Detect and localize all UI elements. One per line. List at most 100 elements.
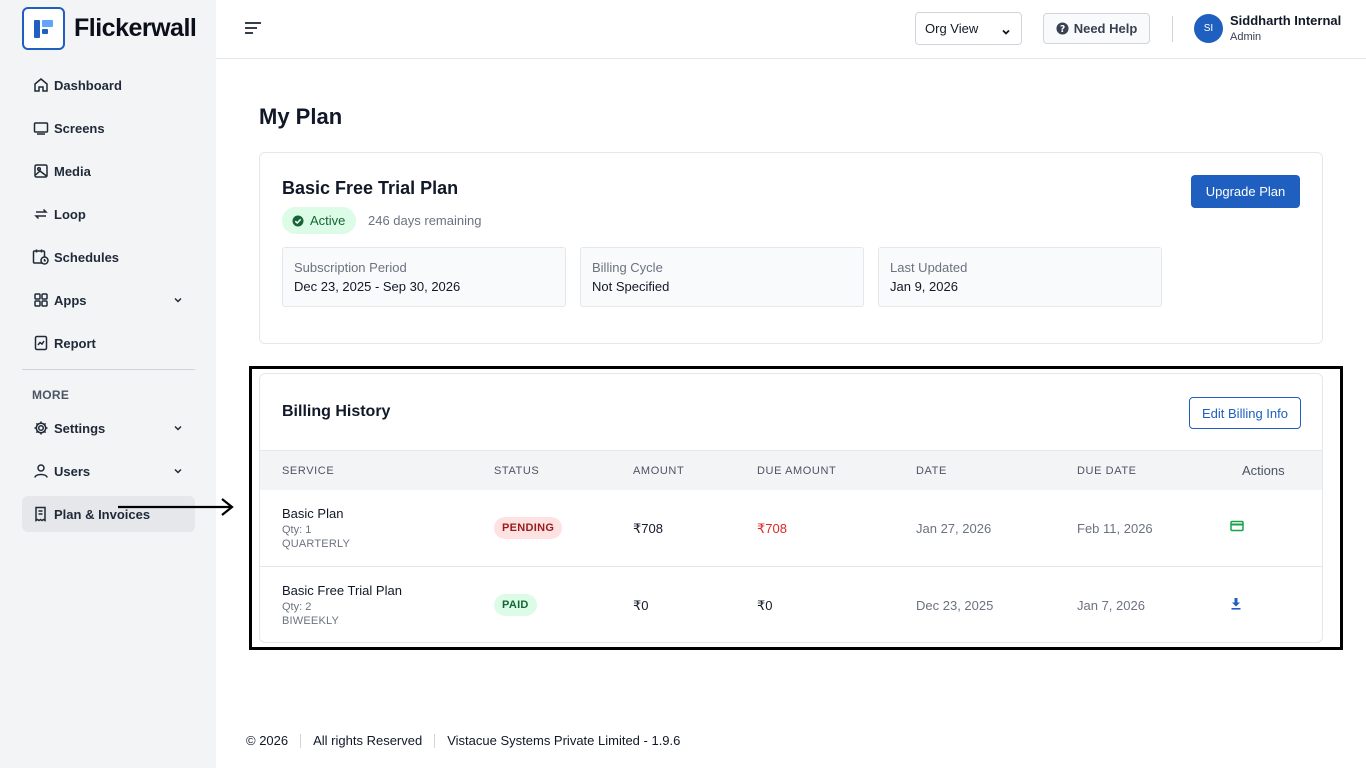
sidebar-item-label: Loop <box>54 206 86 222</box>
status-cell: PENDING <box>494 517 563 539</box>
page-title: My Plan <box>259 104 343 129</box>
info-subscription-period: Subscription Period Dec 23, 2025 - Sep 3… <box>282 247 566 307</box>
image-icon <box>32 162 50 180</box>
amount-cell: ₹0 <box>633 598 649 613</box>
user-name[interactable]: Siddharth Internal <box>1230 13 1342 28</box>
info-label: Last Updated <box>890 260 968 275</box>
plan-name: Basic Free Trial Plan <box>282 178 459 198</box>
sidebar-item-label: Schedules <box>54 249 120 265</box>
column-header-status: STATUS <box>494 465 540 477</box>
sidebar-item-label: Report <box>54 335 96 351</box>
brand-name: Flickerwall <box>74 14 197 42</box>
org-view-label: Org View <box>925 21 979 36</box>
actions-cell <box>1230 597 1242 613</box>
info-value: Not Specified <box>592 279 670 294</box>
table-header: SERVICE STATUS AMOUNT DUE AMOUNT DATE DU… <box>260 450 1322 490</box>
avatar[interactable]: SI <box>1194 14 1223 43</box>
footer: © 2026 All rights Reserved Vistacue Syst… <box>246 733 680 748</box>
sidebar-item-label: Users <box>54 463 91 479</box>
upgrade-plan-button[interactable]: Upgrade Plan <box>1191 175 1300 208</box>
info-billing-cycle: Billing Cycle Not Specified <box>580 247 864 307</box>
chevron-down-icon <box>173 293 183 308</box>
header-divider <box>1172 16 1173 42</box>
sidebar-item-apps[interactable]: Apps <box>22 282 195 318</box>
check-circle-icon <box>292 215 304 227</box>
sidebar-item-loop[interactable]: Loop <box>22 196 195 232</box>
org-view-select[interactable]: Org View <box>915 12 1022 45</box>
screen-icon <box>32 119 50 137</box>
status-cell: PAID <box>494 594 537 616</box>
amount-cell: ₹708 <box>633 521 663 536</box>
flickerwall-logo-icon <box>22 7 65 50</box>
billing-history-title: Billing History <box>282 403 391 420</box>
sidebar-item-label: Plan & Invoices <box>54 506 151 522</box>
status-badge: PAID <box>494 594 537 616</box>
gear-icon <box>32 419 50 437</box>
plan-card: Basic Free Trial Plan Active 246 days re… <box>259 152 1323 344</box>
apps-grid-icon <box>32 291 50 309</box>
user-role: Admin <box>1230 31 1262 43</box>
sidebar-item-media[interactable]: Media <box>22 153 195 189</box>
info-label: Subscription Period <box>294 260 407 275</box>
svg-text:?: ? <box>1060 24 1065 35</box>
sidebar: Flickerwall Dashboard Screens Media Loop <box>0 0 216 768</box>
sidebar-item-label: Media <box>54 163 91 179</box>
column-header-service: SERVICE <box>282 465 335 477</box>
sidebar-item-label: Screens <box>54 120 105 136</box>
info-last-updated: Last Updated Jan 9, 2026 <box>878 247 1162 307</box>
sidebar-item-screens[interactable]: Screens <box>22 110 195 146</box>
column-header-actions: Actions <box>1242 463 1285 478</box>
status-badge: Active <box>282 207 357 234</box>
sidebar-item-users[interactable]: Users <box>22 453 195 489</box>
column-header-due-amount: DUE AMOUNT <box>757 465 837 477</box>
footer-divider <box>434 733 436 748</box>
column-header-date: DATE <box>916 465 947 477</box>
user-icon <box>32 462 50 480</box>
chevron-down-icon <box>173 464 183 479</box>
sidebar-item-dashboard[interactable]: Dashboard <box>22 67 195 103</box>
sidebar-item-schedules[interactable]: Schedules <box>22 239 195 275</box>
due-date-cell: Jan 7, 2026 <box>1077 598 1145 613</box>
due-amount-cell: ₹708 <box>757 521 787 536</box>
sidebar-nav: Dashboard Screens Media Loop Schedules <box>22 67 195 539</box>
column-header-due-date: DUE DATE <box>1077 465 1137 477</box>
date-cell: Jan 27, 2026 <box>916 521 992 536</box>
sidebar-item-report[interactable]: Report <box>22 325 195 361</box>
footer-company: Vistacue Systems Private Limited - 1.9.6 <box>447 733 681 748</box>
question-circle-icon: ? <box>1056 22 1069 35</box>
need-help-label: Need Help <box>1073 21 1138 36</box>
days-remaining: 246 days remaining <box>368 213 482 228</box>
footer-copyright: © 2026 <box>246 733 289 748</box>
due-amount-cell: ₹0 <box>757 598 773 613</box>
service-name: Basic Plan <box>282 506 344 521</box>
column-header-amount: AMOUNT <box>633 465 685 477</box>
edit-billing-info-button[interactable]: Edit Billing Info <box>1189 397 1301 429</box>
chevron-down-icon <box>173 421 183 436</box>
home-icon <box>32 76 50 94</box>
arrow-right-icon <box>118 497 236 522</box>
sidebar-item-settings[interactable]: Settings <box>22 410 195 446</box>
date-cell: Dec 23, 2025 <box>916 598 994 613</box>
brand-logo[interactable]: Flickerwall <box>22 7 197 50</box>
need-help-button[interactable]: ? Need Help <box>1043 13 1150 44</box>
report-icon <box>32 334 50 352</box>
actions-cell <box>1230 520 1244 535</box>
info-value: Jan 9, 2026 <box>890 279 958 294</box>
invoice-icon <box>32 505 50 523</box>
info-value: Dec 23, 2025 - Sep 30, 2026 <box>294 279 461 294</box>
service-qty: Qty: 1 <box>282 524 312 536</box>
status-label: Active <box>310 213 346 228</box>
download-icon[interactable] <box>1230 597 1242 610</box>
service-name: Basic Free Trial Plan <box>282 583 402 598</box>
table-row: Basic Free Trial Plan Qty: 2 BIWEEKLY PA… <box>260 566 1322 642</box>
due-date-cell: Feb 11, 2026 <box>1077 521 1153 536</box>
sidebar-section-more: MORE <box>32 388 70 402</box>
credit-card-icon[interactable] <box>1230 520 1244 532</box>
loop-icon <box>32 205 50 223</box>
calendar-clock-icon <box>32 248 50 266</box>
service-cell: Basic Free Trial Plan Qty: 2 BIWEEKLY <box>282 583 402 627</box>
sidebar-item-plan-invoices[interactable]: Plan & Invoices <box>22 496 195 532</box>
service-cell: Basic Plan Qty: 1 QUARTERLY <box>282 506 350 550</box>
menu-toggle-icon[interactable] <box>244 20 262 41</box>
top-header: Org View ? Need Help SI Siddharth Intern… <box>216 0 1366 59</box>
